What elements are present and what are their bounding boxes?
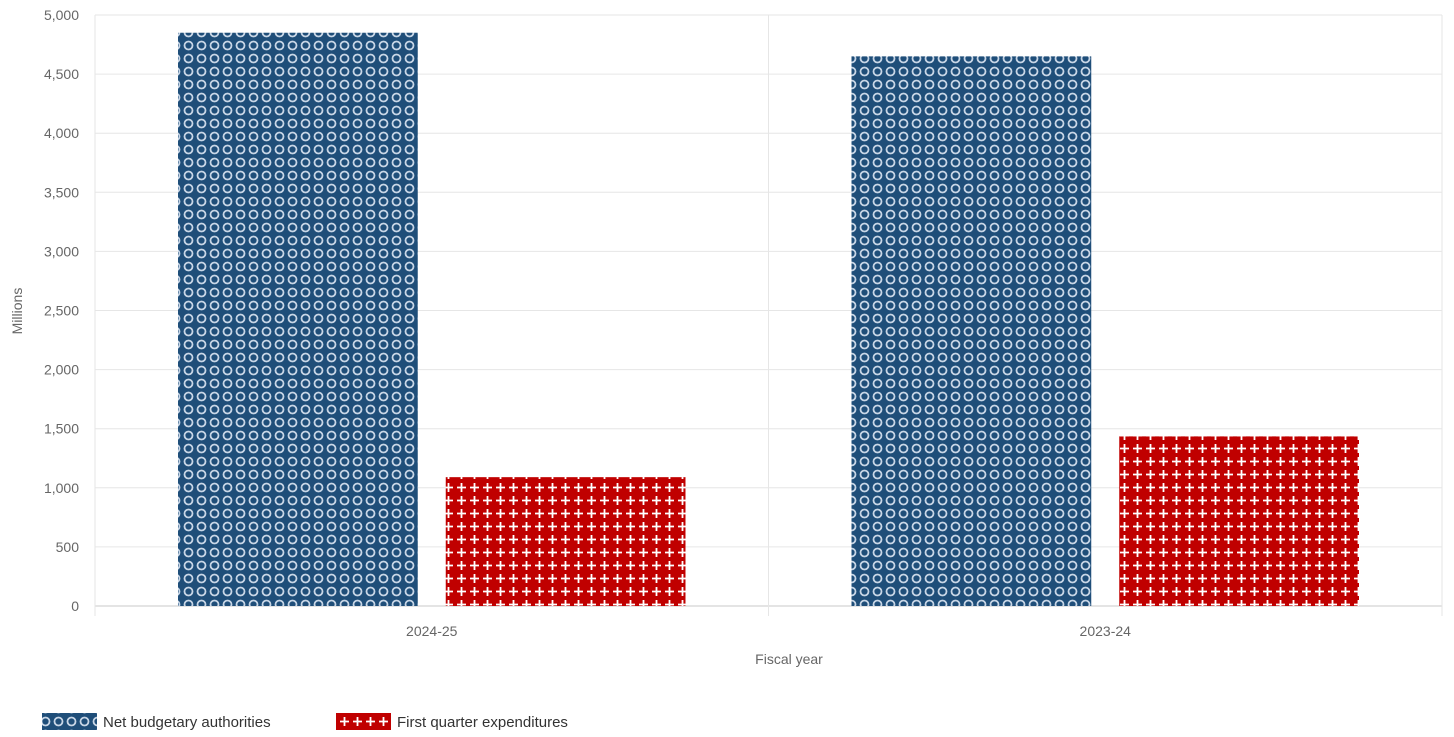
legend-label: Net budgetary authorities: [103, 714, 271, 731]
y-tick-label: 4,000: [44, 125, 79, 141]
y-tick-label: 4,500: [44, 66, 79, 82]
x-axis-title: Fiscal year: [755, 651, 823, 667]
legend: Net budgetary authorities First quarter e…: [42, 713, 568, 731]
bar-first-quarter-expenditures[interactable]: [445, 477, 686, 606]
legend-item[interactable]: First quarter expenditures: [336, 713, 568, 731]
bars: [178, 32, 1359, 607]
y-tick-label: 5,000: [44, 7, 79, 23]
legend-label: First quarter expenditures: [397, 714, 568, 731]
y-tick-label: 1,500: [44, 421, 79, 437]
y-tick-label: 3,000: [44, 243, 79, 259]
bar-net-budgetary-authorities[interactable]: [178, 32, 418, 607]
bar-first-quarter-expenditures[interactable]: [1119, 436, 1359, 606]
y-tick-label: 2,000: [44, 362, 79, 378]
bar-net-budgetary-authorities[interactable]: [851, 56, 1092, 607]
y-tick-label: 2,500: [44, 303, 79, 319]
x-tick-label: 2024-25: [406, 623, 458, 639]
y-tick-label: 1,000: [44, 480, 79, 496]
legend-swatch: [42, 713, 97, 730]
y-tick-label: 0: [71, 598, 79, 614]
y-tick-label: 500: [56, 539, 80, 555]
axes: 0 500 1,000 1,500 2,000 2,500 3,000 3,500 4,000 4…: [44, 7, 1131, 639]
y-tick-label: 3,500: [44, 184, 79, 200]
y-axis-title: Millions: [9, 288, 25, 335]
x-tick-label: 2023-24: [1080, 623, 1132, 639]
legend-swatch: [336, 713, 391, 730]
legend-item[interactable]: Net budgetary authorities: [42, 713, 271, 731]
